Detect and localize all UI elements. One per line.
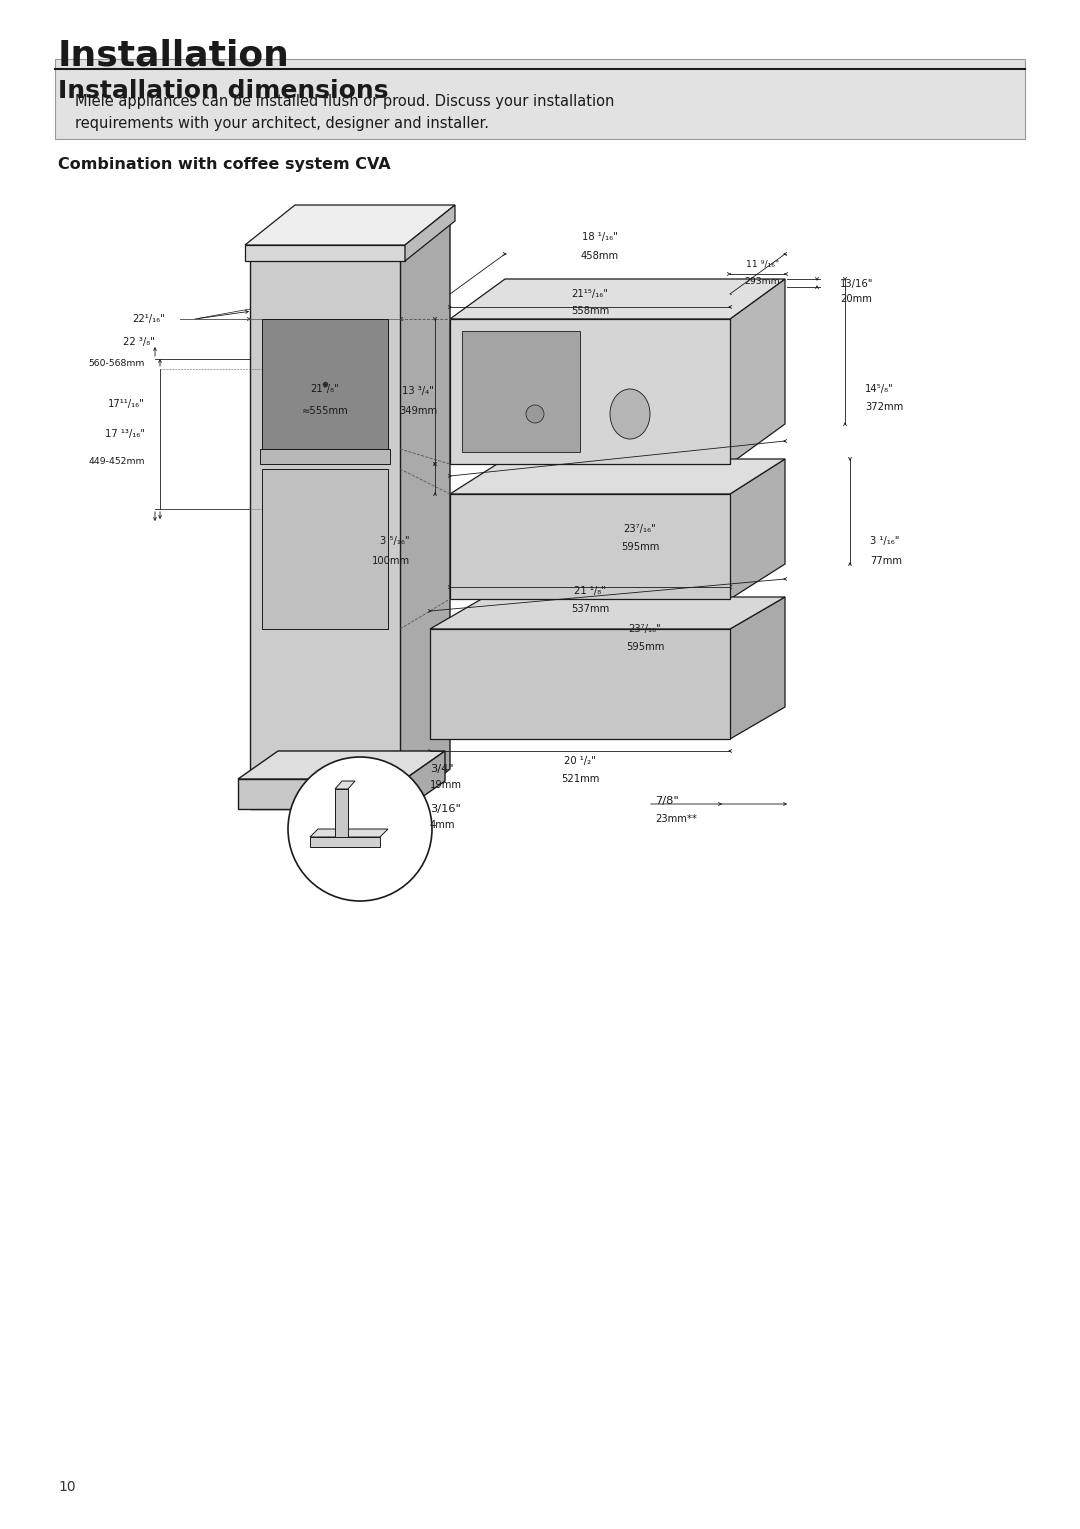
Text: 23mm**: 23mm** [654,813,697,824]
Text: 17 ¹³/₁₆": 17 ¹³/₁₆" [105,430,145,439]
Text: 3/16": 3/16" [430,804,461,813]
Polygon shape [310,836,380,847]
Polygon shape [238,778,405,809]
Polygon shape [262,320,388,450]
Polygon shape [400,209,450,809]
Text: 22¹/₁₆": 22¹/₁₆" [132,313,165,324]
Text: Installation dimensions: Installation dimensions [58,80,389,102]
Text: 21 ¹/₈": 21 ¹/₈" [575,586,606,596]
Text: 23⁷/₁₆": 23⁷/₁₆" [623,524,657,534]
Text: 293mm: 293mm [745,277,781,286]
Text: 20mm: 20mm [840,294,872,304]
Polygon shape [245,245,405,261]
Text: 20 ¹/₂": 20 ¹/₂" [564,755,596,766]
Text: 13/16": 13/16" [840,278,874,289]
Polygon shape [450,320,730,463]
Text: 11 ⁹/₁₆": 11 ⁹/₁₆" [746,260,779,269]
Polygon shape [450,459,785,494]
Text: 3 ¹/₁₆": 3 ¹/₁₆" [870,537,900,546]
Polygon shape [462,330,580,453]
Text: 17¹¹/₁₆": 17¹¹/₁₆" [108,399,145,408]
Polygon shape [730,459,785,599]
Text: 100mm: 100mm [372,557,410,566]
Text: 21¹⁵/₁₆": 21¹⁵/₁₆" [571,289,608,300]
Polygon shape [730,596,785,739]
Polygon shape [238,751,445,778]
Circle shape [526,405,544,424]
Text: 18 ¹/₁₆": 18 ¹/₁₆" [582,232,618,242]
Text: 3 ⁵/₁₆": 3 ⁵/₁₆" [380,537,410,546]
Text: 537mm: 537mm [571,604,609,615]
Polygon shape [730,278,785,463]
Polygon shape [430,596,785,628]
Polygon shape [249,209,450,249]
Text: 521mm: 521mm [561,774,599,784]
Text: 23⁷/₁₆": 23⁷/₁₆" [629,624,661,635]
Text: 13 ³/₄": 13 ³/₄" [402,385,434,396]
Text: 449-452mm: 449-452mm [89,457,145,466]
Text: 558mm: 558mm [571,306,609,317]
Text: 10: 10 [58,1480,76,1494]
Text: 458mm: 458mm [581,251,619,261]
Text: Combination with coffee system CVA: Combination with coffee system CVA [58,157,391,171]
Polygon shape [405,751,445,809]
Text: 595mm: 595mm [621,541,659,552]
Text: 14⁵/₈": 14⁵/₈" [865,384,894,394]
Polygon shape [245,205,455,245]
Polygon shape [405,205,455,261]
Text: 4mm: 4mm [430,820,456,830]
Text: 372mm: 372mm [865,402,903,411]
Text: 560-568mm: 560-568mm [89,359,145,368]
Text: 349mm: 349mm [399,407,437,416]
Polygon shape [260,450,390,463]
Text: 19mm: 19mm [430,780,462,790]
Text: 21⁷/₈": 21⁷/₈" [311,384,339,394]
Polygon shape [310,829,388,836]
Text: 7/8": 7/8" [654,797,678,806]
Circle shape [288,757,432,901]
Text: 3/4": 3/4" [430,764,454,774]
Text: 22 ³/₈": 22 ³/₈" [123,336,156,347]
Ellipse shape [610,388,650,439]
Polygon shape [249,249,400,809]
Text: ≈555mm: ≈555mm [301,407,349,416]
Polygon shape [450,278,785,320]
Polygon shape [262,469,388,628]
Polygon shape [430,628,730,739]
Text: Installation: Installation [58,40,289,73]
Polygon shape [335,789,348,836]
Polygon shape [450,494,730,599]
Polygon shape [335,781,355,789]
Text: Miele appliances can be installed flush or proud. Discuss your installation
requ: Miele appliances can be installed flush … [75,93,615,131]
Text: 77mm: 77mm [870,557,902,566]
FancyBboxPatch shape [55,60,1025,139]
Text: 595mm: 595mm [625,642,664,651]
